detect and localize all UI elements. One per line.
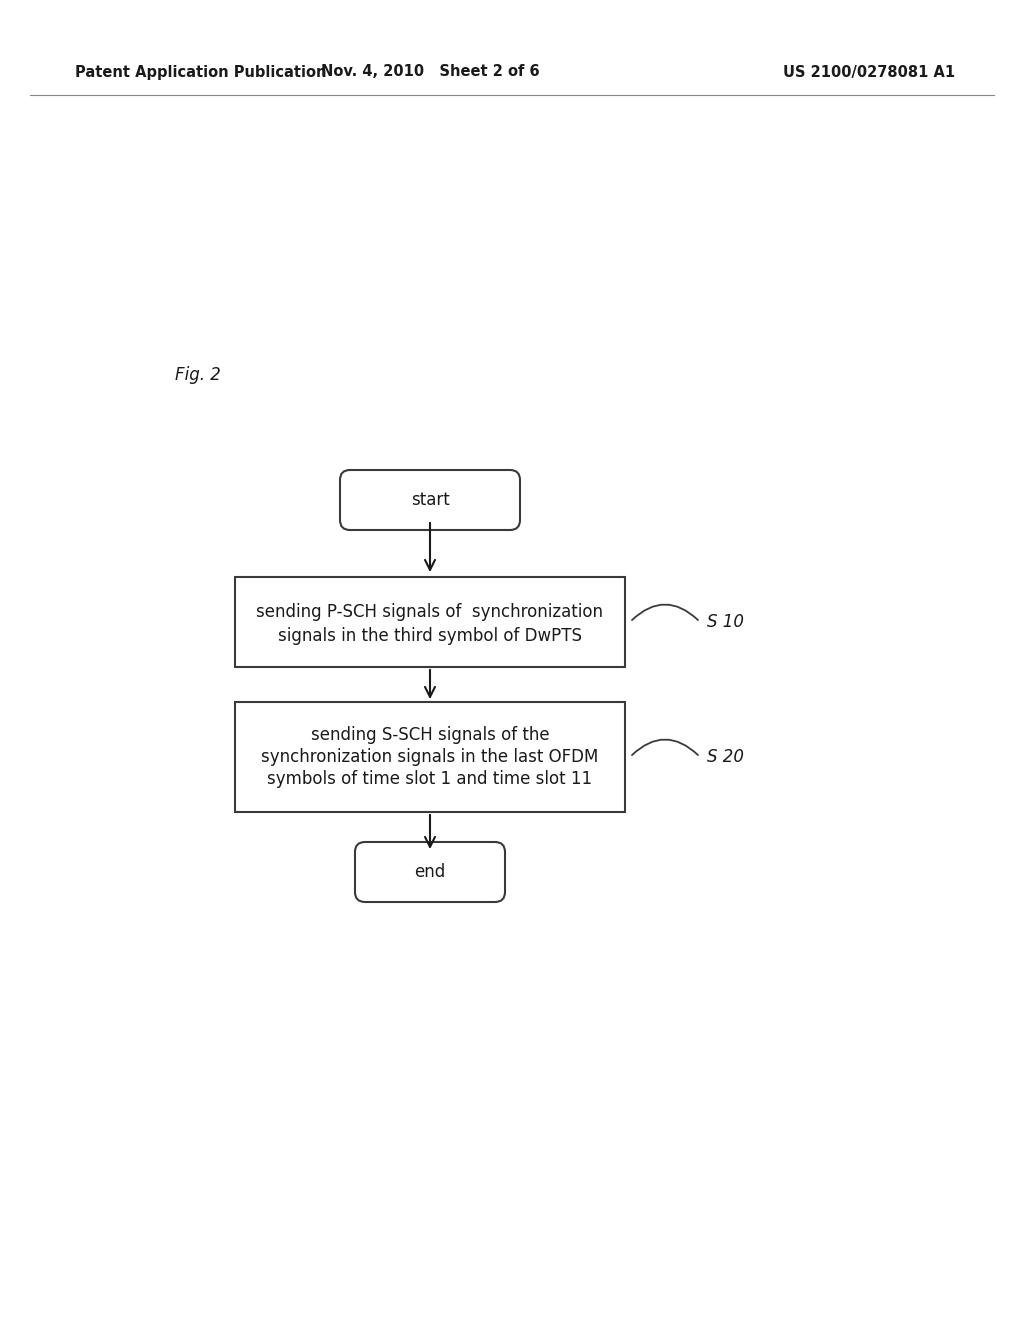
Text: synchronization signals in the last OFDM: synchronization signals in the last OFDM xyxy=(261,748,599,766)
Text: S 10: S 10 xyxy=(707,612,744,631)
Text: Fig. 2: Fig. 2 xyxy=(175,366,221,384)
Text: signals in the third symbol of DwPTS: signals in the third symbol of DwPTS xyxy=(278,627,582,645)
Bar xyxy=(234,702,625,812)
Text: sending P-SCH signals of  synchronization: sending P-SCH signals of synchronization xyxy=(256,603,603,620)
Text: US 2100/0278081 A1: US 2100/0278081 A1 xyxy=(783,65,955,79)
Text: Patent Application Publication: Patent Application Publication xyxy=(75,65,327,79)
Bar xyxy=(234,577,625,667)
Text: end: end xyxy=(415,863,445,880)
FancyBboxPatch shape xyxy=(340,470,520,531)
Text: sending S-SCH signals of the: sending S-SCH signals of the xyxy=(310,726,549,744)
Text: start: start xyxy=(411,491,450,510)
Text: Nov. 4, 2010   Sheet 2 of 6: Nov. 4, 2010 Sheet 2 of 6 xyxy=(321,65,540,79)
FancyBboxPatch shape xyxy=(355,842,505,902)
Text: S 20: S 20 xyxy=(707,748,744,766)
Text: symbols of time slot 1 and time slot 11: symbols of time slot 1 and time slot 11 xyxy=(267,770,593,788)
